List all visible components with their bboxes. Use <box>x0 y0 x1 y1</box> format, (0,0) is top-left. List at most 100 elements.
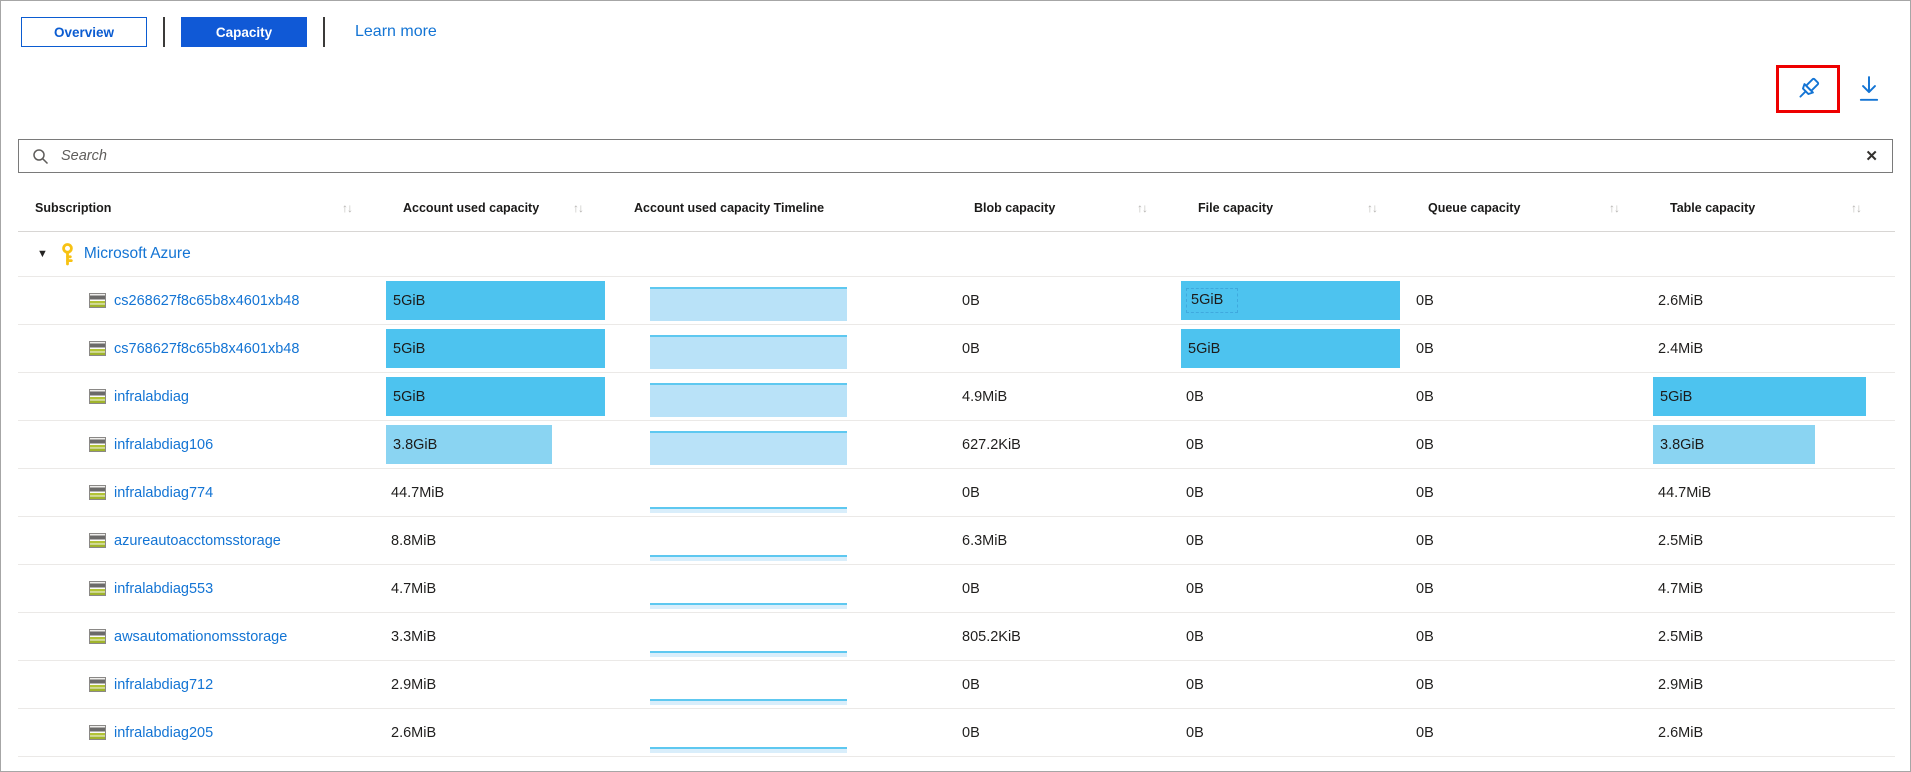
file-capacity-cell: 0B <box>1181 709 1411 756</box>
table-capacity-cell: 4.7MiB <box>1653 565 1895 612</box>
blob-capacity-cell: 0B <box>957 565 1181 612</box>
column-header[interactable]: Blob capacity ↑↓ <box>957 185 1181 231</box>
table-row: infralabdiag106 3.8GiB 627.2KiB 0B 0B 3.8GiB <box>18 421 1895 469</box>
column-header[interactable]: Subscription ↑↓ <box>18 185 386 231</box>
column-header-label: Blob capacity <box>974 201 1056 215</box>
timeline-area-chart <box>650 383 847 417</box>
account-capacity-cell: 3.3MiB <box>386 613 617 660</box>
value-text: 0B <box>1416 628 1434 645</box>
value-text: 0B <box>1186 436 1204 453</box>
account-capacity-cell: 8.8MiB <box>386 517 617 564</box>
queue-capacity-cell: 0B <box>1411 661 1653 708</box>
timeline-cell <box>617 469 957 516</box>
value-text: 0B <box>1186 484 1204 501</box>
overview-tab[interactable]: Overview <box>21 17 147 47</box>
account-capacity-bar: 5GiB <box>386 329 606 368</box>
storage-account-link[interactable]: infralabdiag <box>114 388 189 405</box>
table-row: infralabdiag712 2.9MiB 0B 0B 0B 2.9MiB <box>18 661 1895 709</box>
table-capacity-cell: 2.4MiB <box>1653 325 1895 372</box>
search-input[interactable] <box>59 147 1866 165</box>
storage-account-icon <box>89 389 106 404</box>
storage-account-link[interactable]: infralabdiag106 <box>114 436 214 453</box>
column-header[interactable]: File capacity ↑↓ <box>1181 185 1411 231</box>
sort-icon[interactable]: ↑↓ <box>342 201 353 215</box>
column-header[interactable]: Account used capacity Timeline <box>617 185 957 231</box>
account-capacity-cell: 4.7MiB <box>386 565 617 612</box>
column-header[interactable]: Account used capacity ↑↓ <box>386 185 617 231</box>
value-text: 0B <box>1186 580 1204 597</box>
account-capacity-cell: 2.9MiB <box>386 661 617 708</box>
file-capacity-bar: 5GiB <box>1181 329 1400 368</box>
blob-capacity-cell: 4.9MiB <box>957 373 1181 420</box>
bar-value: 5GiB <box>1660 388 1693 405</box>
value-text: 6.3MiB <box>962 532 1008 549</box>
bar-value: 3.8GiB <box>393 436 438 453</box>
bar-value: 5GiB <box>393 292 426 309</box>
value-text: 2.6MiB <box>1658 724 1704 741</box>
blob-capacity-cell: 627.2KiB <box>957 421 1181 468</box>
value-text: 0B <box>1416 388 1434 405</box>
table-row: infralabdiag205 2.6MiB 0B 0B 0B 2.6MiB <box>18 709 1895 757</box>
queue-capacity-cell: 0B <box>1411 517 1653 564</box>
table-capacity-cell: 3.8GiB <box>1653 421 1895 468</box>
sort-icon[interactable]: ↑↓ <box>573 201 584 215</box>
value-text: 0B <box>962 676 980 693</box>
capacity-tab[interactable]: Capacity <box>181 17 307 47</box>
subscription-cell: cs268627f8c65b8x4601xb48 <box>18 277 386 324</box>
value-text: 2.6MiB <box>1658 292 1704 309</box>
file-capacity-cell: 0B <box>1181 565 1411 612</box>
group-label[interactable]: Microsoft Azure <box>83 245 191 262</box>
sort-icon[interactable]: ↑↓ <box>1137 201 1148 215</box>
bar-value: 5GiB <box>393 340 426 357</box>
download-button[interactable] <box>1856 74 1882 104</box>
value-text: 0B <box>1416 580 1434 597</box>
table-capacity-cell: 2.5MiB <box>1653 517 1895 564</box>
storage-account-link[interactable]: infralabdiag553 <box>114 580 214 597</box>
clear-search-icon[interactable]: ✕ <box>1865 147 1878 165</box>
subscription-cell: awsautomationomsstorage <box>18 613 386 660</box>
pin-icon[interactable] <box>1793 74 1823 104</box>
timeline-line-chart <box>650 603 847 609</box>
storage-account-link[interactable]: awsautomationomsstorage <box>114 628 288 645</box>
value-text: 3.3MiB <box>391 628 437 645</box>
subscription-cell: infralabdiag712 <box>18 661 386 708</box>
storage-account-icon <box>89 533 106 548</box>
key-icon <box>62 242 73 265</box>
sort-icon[interactable]: ↑↓ <box>1367 201 1378 215</box>
collapse-triangle-icon[interactable]: ▼ <box>37 248 48 260</box>
storage-account-link[interactable]: infralabdiag774 <box>114 484 214 501</box>
subscription-cell: infralabdiag205 <box>18 709 386 756</box>
storage-account-link[interactable]: cs768627f8c65b8x4601xb48 <box>114 340 300 357</box>
sort-icon[interactable]: ↑↓ <box>1609 201 1620 215</box>
storage-account-icon <box>89 725 106 740</box>
timeline-cell <box>617 709 957 756</box>
blob-capacity-cell: 805.2KiB <box>957 613 1181 660</box>
table-capacity-cell: 44.7MiB <box>1653 469 1895 516</box>
value-text: 0B <box>1186 532 1204 549</box>
storage-account-link[interactable]: infralabdiag205 <box>114 724 214 741</box>
table-row: infralabdiag 5GiB 4.9MiB 0B 0B 5GiB <box>18 373 1895 421</box>
timeline-line-chart <box>650 555 847 561</box>
timeline-line-chart <box>650 747 847 753</box>
table-capacity-cell: 2.6MiB <box>1653 709 1895 756</box>
pin-highlight-box <box>1776 65 1840 113</box>
subscription-group-row[interactable]: ▼ Microsoft Azure <box>18 232 1895 277</box>
value-text: 0B <box>962 340 980 357</box>
sort-icon[interactable]: ↑↓ <box>1851 201 1862 215</box>
storage-account-link[interactable]: cs268627f8c65b8x4601xb48 <box>114 292 300 309</box>
value-text: 0B <box>1416 292 1434 309</box>
blob-capacity-cell: 0B <box>957 709 1181 756</box>
storage-account-link[interactable]: infralabdiag712 <box>114 676 214 693</box>
column-header[interactable]: Table capacity ↑↓ <box>1653 185 1895 231</box>
queue-capacity-cell: 0B <box>1411 613 1653 660</box>
value-text: 0B <box>962 484 980 501</box>
table-row: infralabdiag553 4.7MiB 0B 0B 0B 4.7MiB <box>18 565 1895 613</box>
pivot-bar: Overview Capacity Learn more <box>21 17 437 47</box>
learn-more-link[interactable]: Learn more <box>355 23 437 40</box>
column-header[interactable]: Queue capacity ↑↓ <box>1411 185 1653 231</box>
table-capacity-cell: 2.5MiB <box>1653 613 1895 660</box>
separator <box>163 17 165 47</box>
table-row: cs768627f8c65b8x4601xb48 5GiB 0B 5GiB 0B 2.4M… <box>18 325 1895 373</box>
storage-account-link[interactable]: azureautoacctomsstorage <box>114 532 281 549</box>
